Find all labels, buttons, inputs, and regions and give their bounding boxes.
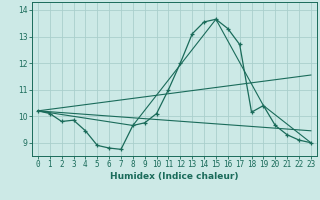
X-axis label: Humidex (Indice chaleur): Humidex (Indice chaleur)	[110, 172, 239, 181]
